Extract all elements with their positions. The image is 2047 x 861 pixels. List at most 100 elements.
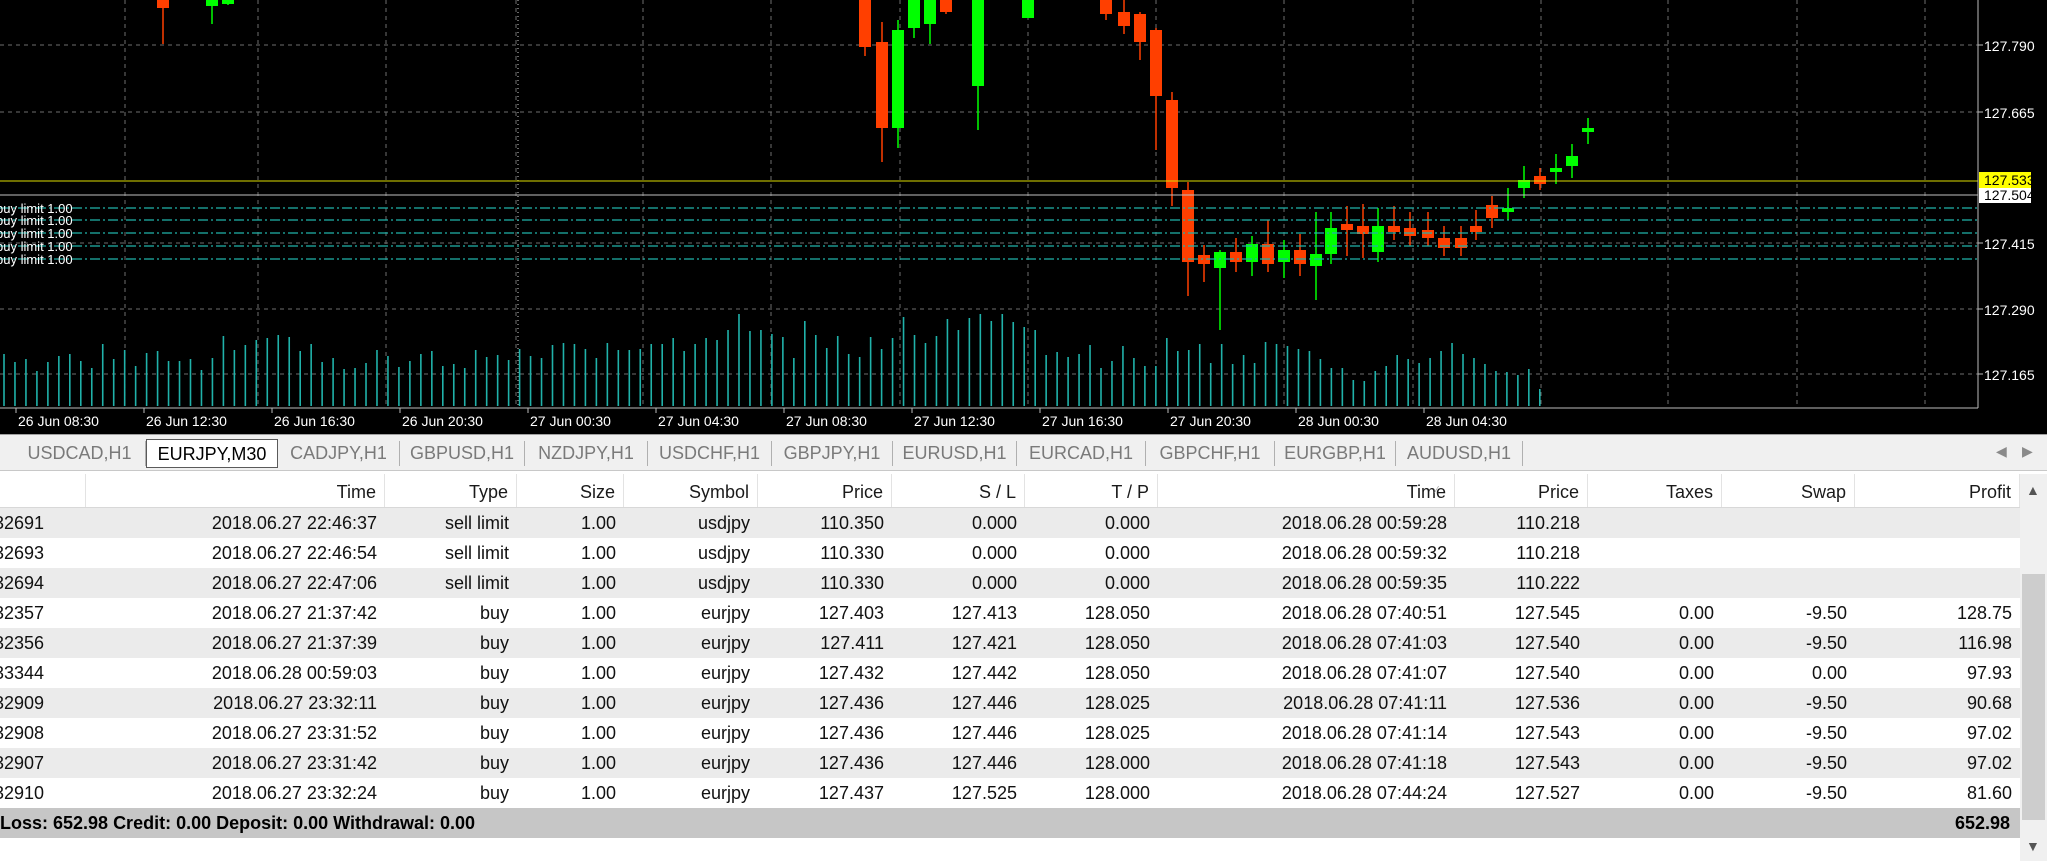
col-swap-cell: -9.50 xyxy=(1805,783,1847,803)
price-axis-label: 127.415 xyxy=(1984,236,2035,252)
col-size-header[interactable]: Size xyxy=(517,474,624,507)
bull-candle xyxy=(1518,180,1530,188)
col-tp-cell: 128.025 xyxy=(1084,723,1150,743)
col-profit-cell: 128.75 xyxy=(1956,603,2012,623)
chart-tab[interactable]: USDCAD,H1 xyxy=(14,441,146,466)
chart-tab[interactable]: AUDUSD,H1 xyxy=(1396,441,1523,466)
col-close-price-cell: 127.540 xyxy=(1514,663,1580,683)
col-open-time-header[interactable]: Time xyxy=(86,474,385,507)
ask-price-label: 127.533 xyxy=(1984,172,2035,188)
col-symbol-cell: eurjpy xyxy=(700,633,750,653)
col-open-time-cell: 2018.06.27 22:46:54 xyxy=(211,543,377,563)
col-open-price-cell: 127.437 xyxy=(818,783,884,803)
col-sl-cell: 127.421 xyxy=(951,633,1017,653)
col-close-time-cell: 2018.06.28 00:59:28 xyxy=(1281,513,1447,533)
col-open-time-cell: 2018.06.27 23:32:24 xyxy=(211,783,377,803)
col-profit-header[interactable]: Profit xyxy=(1855,474,2020,507)
table-row[interactable]: 32694 2018.06.27 22:47:06 sell limit 1.00 us… xyxy=(0,568,2020,598)
col-open-price-cell: 127.436 xyxy=(818,693,884,713)
buy-limit-label: buy limit 1.00 xyxy=(0,226,73,241)
col-ticket-cell: 32694 xyxy=(0,573,44,593)
chart-tab[interactable]: EURCAD,H1 xyxy=(1017,441,1146,466)
chart-tab[interactable]: EURUSD,H1 xyxy=(893,441,1017,466)
col-open-time-cell: 2018.06.27 22:47:06 xyxy=(211,573,377,593)
col-taxes-cell: 0.00 xyxy=(1678,633,1714,653)
chart-tab[interactable]: GBPCHF,H1 xyxy=(1146,441,1275,466)
bear-candle xyxy=(1118,12,1130,26)
col-close-time-cell: 2018.06.28 07:41:03 xyxy=(1281,633,1447,653)
bid-price-badge xyxy=(1979,188,2031,203)
col-taxes-cell xyxy=(1588,508,1722,538)
col-open-price-header[interactable]: Price xyxy=(758,474,892,507)
col-open-time-cell: 2018.06.27 21:37:42 xyxy=(211,603,377,623)
tab-scroll-left-icon[interactable]: ◀ xyxy=(1996,443,2007,459)
col-ticket-cell: 32693 xyxy=(0,543,44,563)
chart-tab[interactable]: CADJPY,H1 xyxy=(278,441,400,466)
time-axis-label: 27 Jun 00:30 xyxy=(530,413,611,429)
col-type-cell: sell limit xyxy=(444,543,509,563)
chart-tab[interactable]: EURGBP,H1 xyxy=(1275,441,1396,466)
col-type-cell: buy xyxy=(479,603,509,623)
buy-limit-label: buy limit 1.00 xyxy=(0,252,73,267)
col-type-header[interactable]: Type xyxy=(385,474,517,507)
col-swap-cell: -9.50 xyxy=(1805,633,1847,653)
table-row[interactable]: 32691 2018.06.27 22:46:37 sell limit 1.00 us… xyxy=(0,508,2020,538)
scroll-up-icon[interactable]: ▲ xyxy=(2026,482,2040,498)
scrollbar-thumb[interactable] xyxy=(2022,574,2045,820)
bull-candle xyxy=(1502,208,1514,212)
table-row[interactable]: 32907 2018.06.27 23:31:42 buy 1.00 eurjpy 127… xyxy=(0,748,2020,778)
table-row[interactable]: 32908 2018.06.27 23:31:52 buy 1.00 eurjpy 127… xyxy=(0,718,2020,748)
chart-tab[interactable]: USDCHF,H1 xyxy=(648,441,772,466)
col-close-price-cell: 127.543 xyxy=(1514,753,1580,773)
col-tp-cell: 128.025 xyxy=(1084,693,1150,713)
col-taxes-cell: 0.00 xyxy=(1678,783,1714,803)
bear-candle xyxy=(1455,238,1467,248)
col-tp-cell: 128.000 xyxy=(1084,783,1150,803)
col-open-price-cell: 127.411 xyxy=(820,633,884,653)
col-open-time-cell: 2018.06.27 23:31:52 xyxy=(211,723,377,743)
col-sl-cell: 127.446 xyxy=(951,753,1017,773)
chart-tab[interactable]: NZDJPY,H1 xyxy=(525,441,648,466)
table-row[interactable]: 32693 2018.06.27 22:46:54 sell limit 1.00 us… xyxy=(0,538,2020,568)
col-close-price-header[interactable]: Price xyxy=(1455,474,1588,507)
col-profit-cell xyxy=(1855,538,2020,568)
col-sl-header[interactable]: S / L xyxy=(892,474,1025,507)
col-swap-header[interactable]: Swap xyxy=(1722,474,1855,507)
col-taxes-header[interactable]: Taxes xyxy=(1588,474,1722,507)
col-type-cell: buy xyxy=(479,693,509,713)
col-close-time-header[interactable]: Time xyxy=(1158,474,1455,507)
col-ticket-header[interactable] xyxy=(0,474,86,507)
col-sl-cell: 0.000 xyxy=(971,573,1017,593)
bear-candle xyxy=(1294,250,1306,264)
table-row[interactable]: 33344 2018.06.28 00:59:03 buy 1.00 eurjpy 127… xyxy=(0,658,2020,688)
chart-tab[interactable]: EURJPY,M30 xyxy=(146,439,278,468)
vertical-scrollbar[interactable]: ▲ ▼ xyxy=(2020,474,2047,861)
table-row[interactable]: 32357 2018.06.27 21:37:42 buy 1.00 eurjpy 127… xyxy=(0,598,2020,628)
chart-tab[interactable]: GBPJPY,H1 xyxy=(772,441,893,466)
scroll-down-icon[interactable]: ▼ xyxy=(2026,838,2040,854)
price-chart[interactable]: buy limit 1.00 buy limit 1.00 buy limit 1.… xyxy=(0,0,2047,434)
chart-tab[interactable]: GBPUSD,H1 xyxy=(400,441,525,466)
col-tp-cell: 0.000 xyxy=(1104,543,1150,563)
col-size-cell: 1.00 xyxy=(580,573,616,593)
table-row[interactable]: 32910 2018.06.27 23:32:24 buy 1.00 eurjpy 127… xyxy=(0,778,2020,808)
col-close-price-cell: 110.218 xyxy=(1516,543,1580,563)
price-axis-label: 127.165 xyxy=(1984,367,2035,383)
col-taxes-cell: 0.00 xyxy=(1678,663,1714,683)
col-close-time-cell: 2018.06.28 07:44:24 xyxy=(1281,783,1447,803)
bear-candle xyxy=(1150,30,1162,96)
col-tp-header[interactable]: T / P xyxy=(1025,474,1158,507)
col-open-price-cell: 127.403 xyxy=(818,603,884,623)
col-symbol-cell: eurjpy xyxy=(700,663,750,683)
tab-scroll-right-icon[interactable]: ▶ xyxy=(2022,443,2033,459)
col-profit-cell: 97.93 xyxy=(1966,663,2012,683)
bull-candle xyxy=(1214,252,1226,268)
col-close-price-cell: 127.527 xyxy=(1514,783,1580,803)
time-axis-label: 28 Jun 00:30 xyxy=(1298,413,1379,429)
table-row[interactable]: 32356 2018.06.27 21:37:39 buy 1.00 eurjpy 127… xyxy=(0,628,2020,658)
col-symbol-header[interactable]: Symbol xyxy=(624,474,758,507)
col-symbol-cell: usdjpy xyxy=(697,543,750,563)
col-swap-cell xyxy=(1722,538,1855,568)
